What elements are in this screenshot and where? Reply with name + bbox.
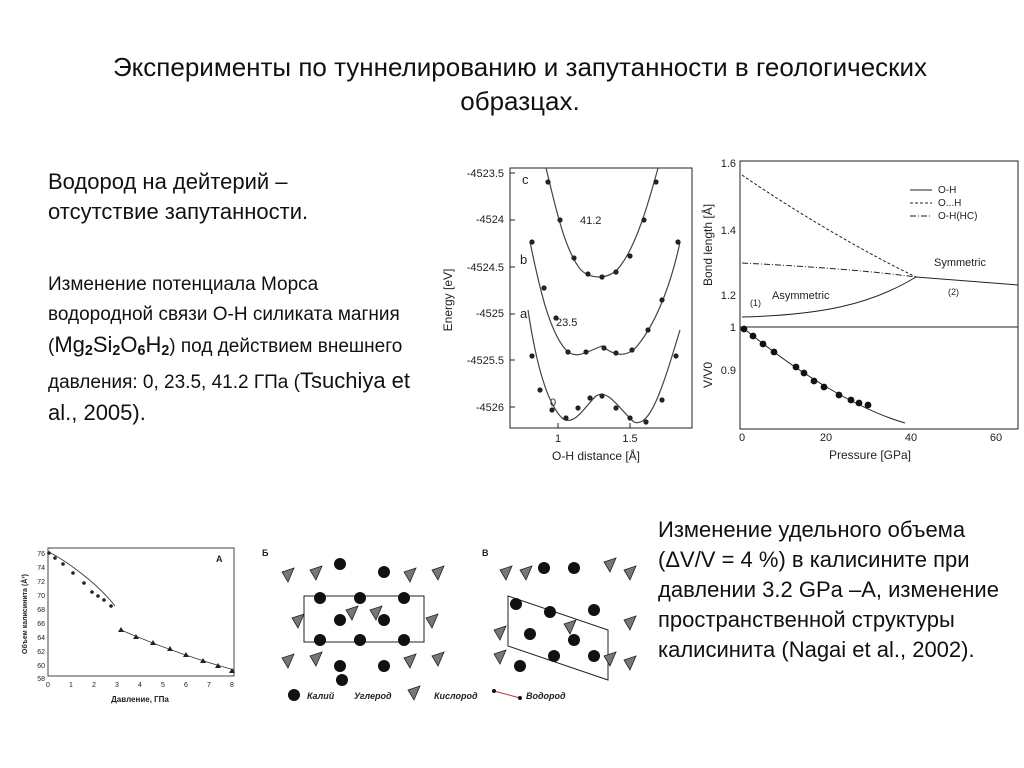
svg-text:76: 76	[37, 551, 45, 558]
label-asymmetric: Asymmetric	[772, 290, 830, 302]
svg-text:66: 66	[37, 621, 45, 628]
panel-label-a: A	[216, 554, 223, 564]
text-morse-potential: Изменение потенциала Морса водородной св…	[48, 270, 428, 430]
volume-pressure-figure: 76 74 72 70 68 66 64 62 60 58 0 1 2 3 4 …	[20, 547, 235, 704]
svg-text:68: 68	[37, 607, 45, 614]
legend-oxygen: Кислород	[434, 691, 478, 701]
bond-ylabel: Bond length [Å]	[700, 204, 715, 286]
svg-text:3: 3	[115, 682, 119, 689]
volume-ytick: 0.9	[721, 365, 736, 377]
panel-label-b: Б	[262, 548, 269, 558]
pressure-xlabel: Pressure [GPa]	[829, 448, 911, 462]
morse-text-part1: Изменение потенциала Морса водородной св…	[48, 274, 400, 357]
energy-ytick: -4523.5	[467, 168, 504, 180]
svg-text:7: 7	[207, 682, 211, 689]
legend-oh: O-H	[938, 185, 956, 196]
bond-ytick: 1.4	[721, 225, 736, 237]
bond-ytick: 1.6	[721, 158, 736, 170]
oh-line	[741, 276, 1019, 318]
crystal-legend-icons	[288, 685, 522, 701]
morse-text-part2: ) под действием внешнего давления: 0, 23…	[48, 336, 403, 393]
bond-ytick: 1.2	[721, 290, 736, 302]
svg-text:62: 62	[37, 649, 45, 656]
label-region-2: (2)	[948, 287, 959, 297]
text-hydrogen-deuterium: Водород на дейтерий – отсутствие запутан…	[48, 169, 309, 224]
pressure-xtick: 0	[739, 432, 745, 444]
pressure-xtick: 60	[990, 432, 1002, 444]
legend-hydrogen: Водород	[526, 691, 566, 701]
vol-xlabel: Давление, ГПа	[111, 695, 169, 704]
svg-text:8: 8	[230, 682, 234, 689]
pressure-label-41: 41.2	[580, 215, 601, 227]
bond-plot-frame	[739, 160, 1019, 328]
svg-text:6: 6	[184, 682, 188, 689]
pressure-label-23: 23.5	[556, 317, 577, 329]
volume-points	[740, 325, 872, 409]
svg-text:1: 1	[69, 682, 73, 689]
svg-text:72: 72	[37, 579, 45, 586]
volume-ytick: 1	[730, 322, 736, 334]
energy-xtick: 1.5	[622, 433, 637, 445]
o-h-dashed-line	[741, 174, 917, 278]
curve-label-b: b	[520, 252, 527, 267]
vol-plot-frame	[47, 547, 235, 677]
svg-text:5: 5	[161, 682, 165, 689]
label-symmetric: Symmetric	[934, 257, 986, 269]
curve-a	[527, 309, 681, 424]
energy-ytick: -4524.5	[467, 262, 504, 274]
energy-ytick: -4525	[476, 308, 504, 320]
energy-figure: -4523.5 -4524 -4524.5 -4525 -4525.5 -452…	[441, 167, 693, 463]
energy-plot-frame	[509, 167, 693, 429]
text-kalicinite: Изменение удельного объема (ΔV/V = 4 %) …	[658, 517, 999, 662]
svg-text:2: 2	[92, 682, 96, 689]
volume-ylabel: V/V0	[701, 362, 715, 388]
energy-ytick: -4526	[476, 402, 504, 414]
energy-xtick: 1	[555, 433, 561, 445]
energy-ylabel: Energy [eV]	[441, 269, 455, 332]
formula: Mg2Si2O6H2	[54, 332, 170, 359]
curve-label-c: c	[522, 172, 529, 187]
legend-potassium: Калий	[307, 691, 335, 701]
crystal-atoms-v	[493, 557, 637, 672]
crystal-structure-figure: Б В Калий Углерод Кислород Водород	[262, 548, 637, 701]
label-region-1: (1)	[750, 298, 761, 308]
svg-text:58: 58	[37, 676, 45, 683]
curve-label-a: a	[520, 306, 528, 321]
legend-carbon: Углерод	[354, 691, 392, 701]
citation-tsuchiya: Tsuchiya et al., 2005).	[48, 368, 411, 425]
pressure-label-0: 0	[550, 397, 556, 409]
svg-text:4: 4	[138, 682, 142, 689]
energy-ytick: -4524	[476, 214, 504, 226]
energy-ytick: -4525.5	[467, 355, 504, 367]
svg-text:70: 70	[37, 593, 45, 600]
bond-length-figure: 1.6 1.4 1.2 1 0.9 0 20 40 60 Pressure [G…	[700, 158, 1019, 462]
volume-plot-frame	[739, 326, 1019, 430]
pressure-xtick: 20	[820, 432, 832, 444]
vol-ylabel: Объем калисинита (Å³)	[20, 574, 29, 654]
svg-text:74: 74	[37, 565, 45, 572]
oh-hc-line	[741, 262, 917, 278]
svg-text:0: 0	[46, 682, 50, 689]
legend-oh-hc: O-H(HC)	[938, 211, 977, 222]
panel-label-v: В	[482, 548, 489, 558]
page-title: Эксперименты по туннелированию и запутан…	[112, 52, 928, 116]
crystal-atoms-b	[281, 558, 445, 686]
volume-fit-line	[741, 326, 906, 424]
curve-b	[529, 241, 681, 356]
curve-c	[545, 167, 659, 278]
energy-xlabel: O-H distance [Å]	[552, 448, 640, 463]
pressure-xtick: 40	[905, 432, 917, 444]
svg-text:60: 60	[37, 663, 45, 670]
energy-points	[529, 179, 681, 425]
legend-o-h: O...H	[938, 198, 961, 209]
svg-text:64: 64	[37, 635, 45, 642]
